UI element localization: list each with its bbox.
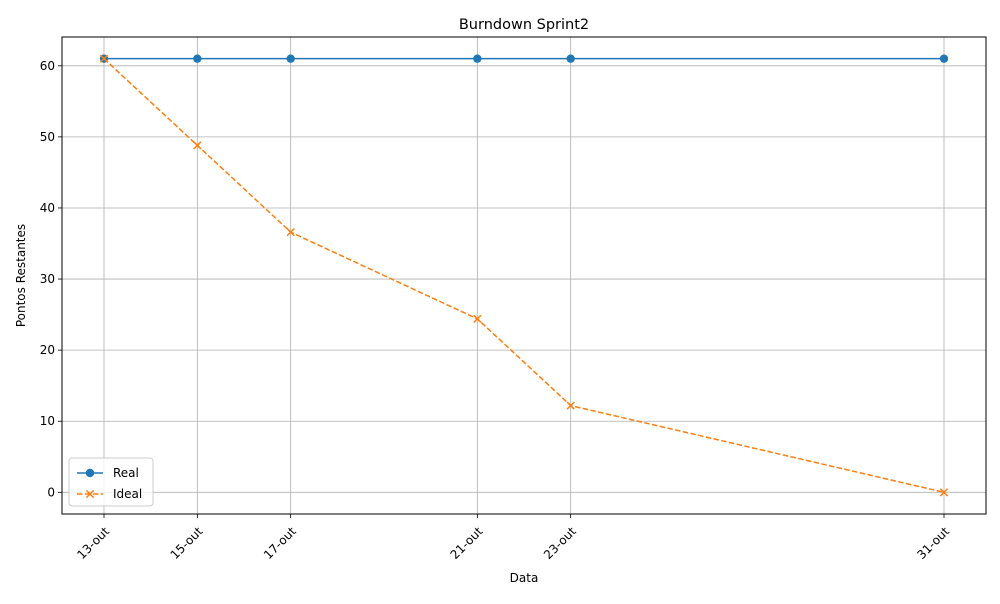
data-point bbox=[193, 54, 202, 63]
y-axis-label: Pontos Restantes bbox=[14, 224, 28, 327]
legend-entry-real: Real bbox=[77, 466, 139, 480]
x-axis-label: Data bbox=[510, 571, 539, 585]
data-point bbox=[99, 54, 109, 63]
y-tick-label: 40 bbox=[40, 201, 55, 215]
legend-marker bbox=[85, 468, 95, 478]
y-tick-label: 60 bbox=[40, 59, 55, 73]
data-point bbox=[566, 54, 575, 63]
legend: Real Ideal bbox=[68, 457, 154, 507]
data-point bbox=[473, 54, 482, 63]
legend-label: Ideal bbox=[113, 487, 142, 501]
series-real bbox=[99, 54, 949, 63]
legend-label: Real bbox=[113, 466, 139, 480]
y-tick-label: 30 bbox=[40, 272, 55, 286]
legend-entry-ideal: Ideal bbox=[77, 487, 142, 501]
chart-title: Burndown Sprint2 bbox=[459, 17, 589, 33]
grid bbox=[62, 37, 986, 514]
y-tick-label: 50 bbox=[40, 130, 55, 144]
data-point bbox=[939, 54, 949, 63]
data-point bbox=[566, 401, 575, 410]
series-line-ideal bbox=[103, 58, 945, 494]
data-point bbox=[286, 228, 295, 237]
y-tick-label: 0 bbox=[47, 485, 55, 499]
data-point bbox=[193, 141, 202, 150]
plot-frame bbox=[61, 36, 987, 515]
series-ideal bbox=[99, 54, 949, 497]
data-point bbox=[939, 488, 949, 497]
data-point bbox=[286, 54, 295, 63]
y-tick-label: 10 bbox=[40, 414, 55, 428]
data-point bbox=[473, 314, 482, 323]
series-layer bbox=[99, 54, 949, 497]
y-tick-label: 20 bbox=[40, 343, 55, 357]
